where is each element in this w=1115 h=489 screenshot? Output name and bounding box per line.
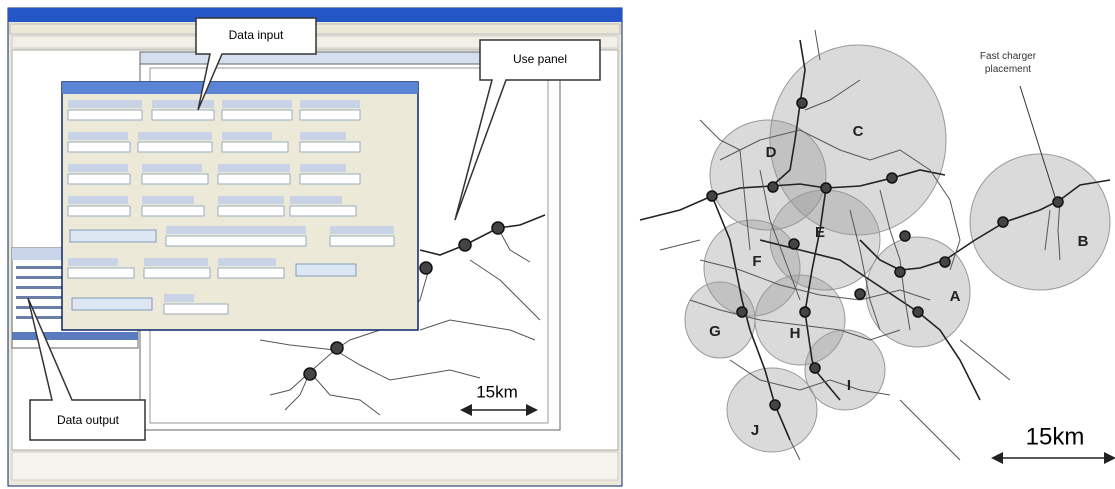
map-node bbox=[420, 262, 432, 274]
callout-label: Use panel bbox=[513, 52, 567, 66]
region-label: A bbox=[950, 288, 961, 305]
callout-label: Data input bbox=[229, 28, 284, 42]
region-label: J bbox=[751, 422, 759, 439]
map-node bbox=[459, 239, 471, 251]
region-area bbox=[727, 368, 817, 452]
map-node bbox=[331, 342, 343, 354]
map-node bbox=[304, 368, 316, 380]
output-status bbox=[12, 332, 138, 340]
region-label: I bbox=[847, 377, 851, 394]
region-label: G bbox=[709, 323, 721, 340]
status-area bbox=[12, 452, 618, 480]
map-node bbox=[492, 222, 504, 234]
region-label: B bbox=[1078, 233, 1089, 250]
region-label: H bbox=[790, 325, 801, 342]
figure: Data input Use panel Data output 15km bbox=[0, 0, 1115, 489]
annotation: Fast charger placement bbox=[968, 50, 1048, 76]
region-label: F bbox=[752, 253, 761, 270]
scale-label: 15km bbox=[1026, 423, 1085, 450]
dialog-title-bar bbox=[62, 82, 418, 94]
callout-label: Data output bbox=[57, 413, 120, 427]
region-area bbox=[685, 282, 755, 358]
region-label: D bbox=[766, 144, 777, 161]
figure-canvas: Data input Use panel Data output 15km bbox=[0, 0, 1115, 489]
region-area bbox=[970, 154, 1110, 290]
region-label: E bbox=[815, 224, 825, 241]
scale-label: 15km bbox=[476, 382, 518, 401]
region-label: C bbox=[853, 123, 864, 140]
service-regions bbox=[685, 45, 1110, 452]
